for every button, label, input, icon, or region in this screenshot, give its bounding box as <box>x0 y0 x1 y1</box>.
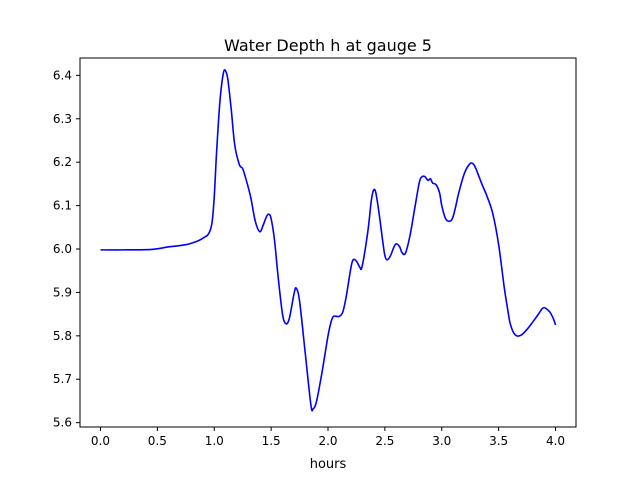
x-tick-label: 0.0 <box>91 434 110 448</box>
x-tick-label: 2.5 <box>375 434 394 448</box>
y-tick-label: 6.2 <box>53 155 72 169</box>
x-tick-label: 0.5 <box>148 434 167 448</box>
series-layer <box>100 69 557 412</box>
y-tick-label: 5.6 <box>53 416 72 430</box>
y-tick-label: 6.0 <box>53 242 72 256</box>
plot-area-frame <box>79 57 577 428</box>
x-tick-label: 3.0 <box>432 434 451 448</box>
chart-title: Water Depth h at gauge 5 <box>224 36 432 55</box>
series-line <box>100 69 557 412</box>
x-tick-label: 2.0 <box>318 434 337 448</box>
x-tick-label: 1.0 <box>205 434 224 448</box>
x-axis-label: hours <box>310 457 347 472</box>
y-tick-label: 5.9 <box>53 285 72 299</box>
y-tick-label: 6.4 <box>53 68 72 82</box>
y-tick-label: 5.8 <box>53 329 72 343</box>
axis-ticks: 0.0 0.5 1.0 1.5 2.0 2.5 3.0 3.5 4.0 5.6 5.7 5.8 5.9 6… <box>53 68 565 448</box>
x-tick-label: 3.5 <box>489 434 508 448</box>
y-tick-label: 6.1 <box>53 199 72 213</box>
y-tick-label: 5.7 <box>53 372 72 386</box>
y-tick-label: 6.3 <box>53 112 72 126</box>
x-tick-label: 4.0 <box>546 434 565 448</box>
x-tick-label: 1.5 <box>262 434 281 448</box>
